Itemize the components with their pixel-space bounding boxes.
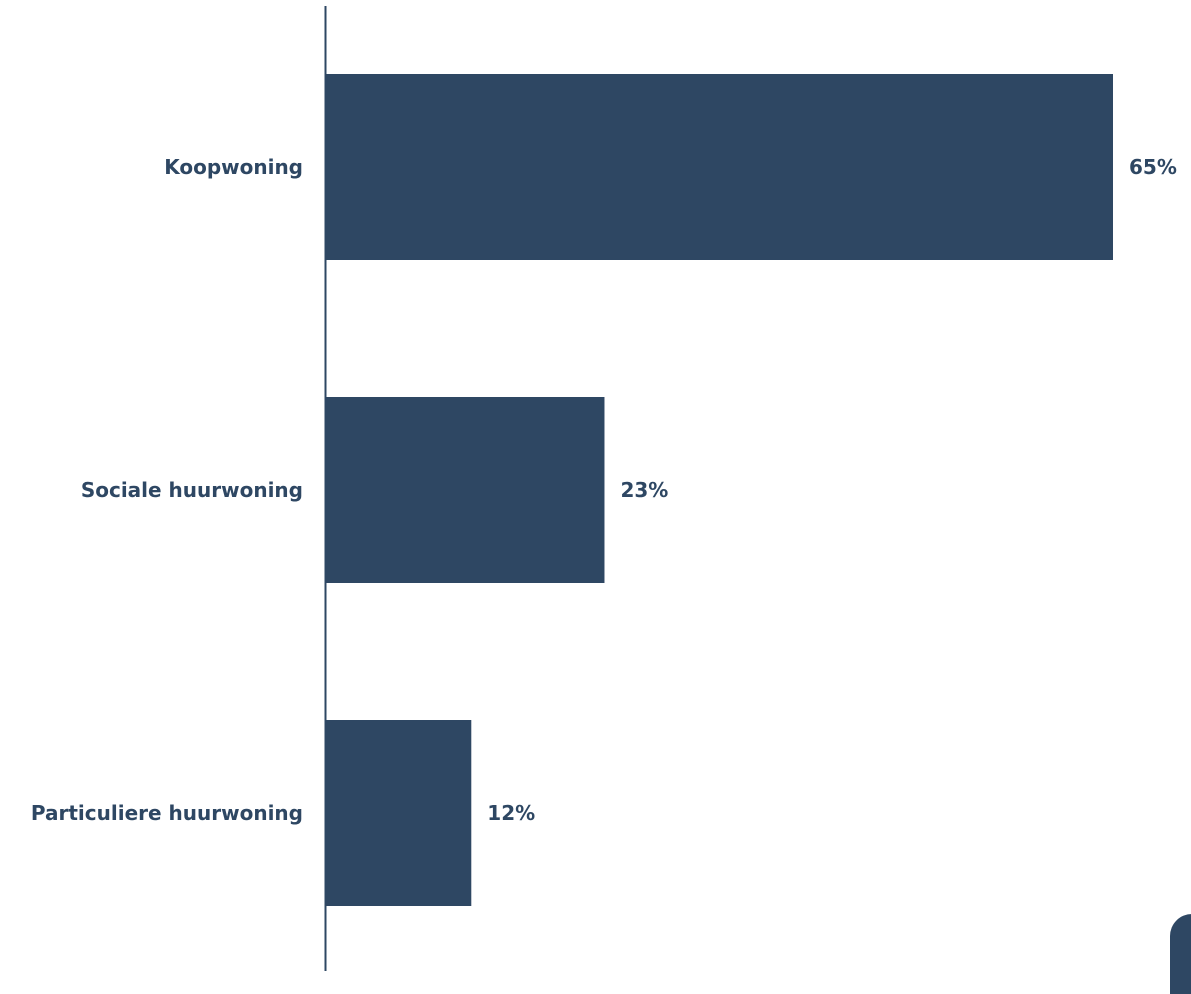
category-label: Koopwoning [164, 155, 303, 179]
value-label: 12% [487, 801, 535, 825]
bar-chart: Koopwoning 65% Sociale huurwoning 23% Partic… [31, 6, 1177, 971]
value-label: 23% [620, 478, 668, 502]
category-label: Sociale huurwoning [81, 478, 303, 502]
bars [326, 74, 1113, 906]
labels: Koopwoning 65% Sociale huurwoning 23% Partic… [31, 155, 1177, 825]
bar-0 [326, 74, 1113, 260]
value-label: 65% [1129, 155, 1177, 179]
corner-tab[interactable] [1170, 914, 1191, 994]
category-label: Particuliere huurwoning [31, 801, 303, 825]
bar-1 [326, 397, 605, 583]
bar-2 [326, 720, 472, 906]
